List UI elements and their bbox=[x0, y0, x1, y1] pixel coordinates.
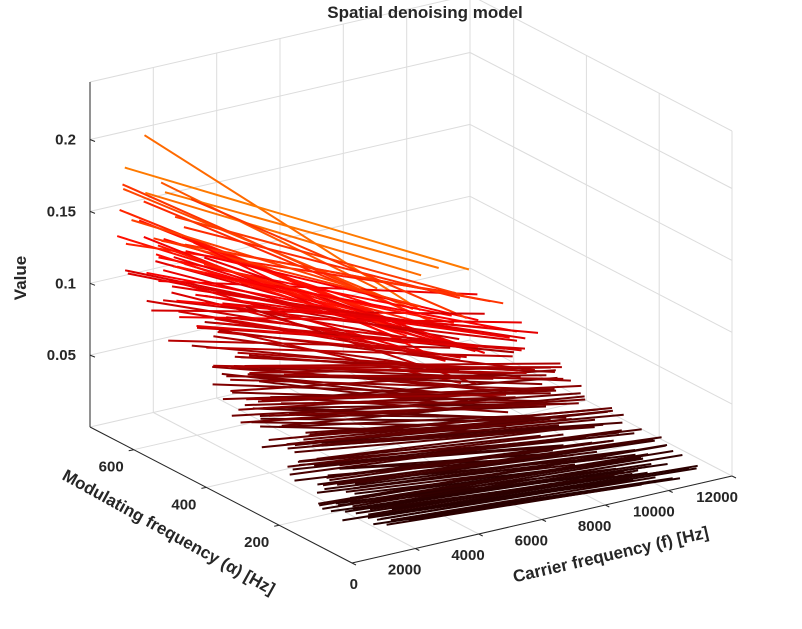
y-tick bbox=[274, 524, 280, 527]
data-line bbox=[244, 362, 561, 367]
y-axis-label: Modulating frequency (α) [Hz] bbox=[59, 466, 278, 599]
axes: 0 2000 4000 6000 8000 10000 12000 200 400 600 0.05… bbox=[47, 82, 738, 593]
x-tick bbox=[351, 562, 357, 566]
data-line bbox=[339, 428, 642, 467]
data-line bbox=[322, 456, 642, 510]
z-tick bbox=[89, 139, 96, 142]
data-line bbox=[316, 424, 593, 460]
data-line bbox=[138, 219, 402, 327]
x-tick bbox=[478, 533, 483, 537]
data-line bbox=[359, 438, 654, 484]
data-line bbox=[314, 418, 572, 443]
x-tick bbox=[541, 519, 547, 522]
y-tick bbox=[201, 486, 207, 489]
grid-line bbox=[469, 123, 733, 261]
data-line bbox=[222, 302, 539, 334]
data-line bbox=[238, 388, 554, 411]
data-line bbox=[280, 401, 539, 405]
data-line bbox=[319, 444, 666, 507]
data-line bbox=[226, 316, 522, 352]
data-line bbox=[145, 191, 422, 277]
data-line bbox=[294, 426, 578, 454]
data-line bbox=[352, 463, 668, 510]
data-line bbox=[345, 463, 576, 493]
y-tick-label: 200 bbox=[244, 534, 269, 551]
data-line bbox=[287, 433, 564, 468]
data-line bbox=[206, 346, 513, 358]
data-line bbox=[380, 467, 697, 520]
grid-line bbox=[89, 123, 471, 212]
data-line bbox=[190, 198, 468, 320]
grid-line bbox=[469, 52, 733, 189]
data-line bbox=[124, 166, 470, 271]
x-tick bbox=[731, 475, 737, 479]
y-tick-label: 400 bbox=[171, 496, 196, 513]
x-tick bbox=[605, 504, 610, 508]
data-line bbox=[216, 291, 526, 340]
data-line bbox=[329, 439, 614, 482]
data-line bbox=[391, 471, 648, 511]
z-tick bbox=[89, 282, 96, 286]
data-line bbox=[174, 215, 464, 297]
data-line bbox=[390, 476, 656, 522]
grid-line bbox=[469, 195, 733, 333]
data-line bbox=[352, 457, 643, 508]
data-line bbox=[312, 418, 596, 447]
data-line bbox=[157, 244, 424, 340]
x-tick-label: 4000 bbox=[451, 547, 484, 564]
data-line bbox=[376, 450, 674, 500]
data-line bbox=[230, 369, 556, 392]
x-tick-label: 8000 bbox=[578, 518, 611, 535]
z-axis-label: Value bbox=[11, 256, 30, 300]
x-tick-label: 0 bbox=[350, 576, 358, 593]
data-line bbox=[283, 398, 586, 421]
x-tick-label: 10000 bbox=[633, 504, 675, 521]
data-line bbox=[281, 395, 585, 427]
data-line bbox=[386, 482, 646, 526]
data-line bbox=[161, 239, 504, 305]
data-line bbox=[196, 325, 478, 348]
z-tick-label: 0.1 bbox=[55, 275, 76, 292]
z-tick-label: 0.05 bbox=[47, 347, 76, 364]
x-tick-label: 2000 bbox=[388, 562, 421, 579]
data-line bbox=[283, 373, 564, 380]
data-line bbox=[203, 256, 486, 354]
grid-line bbox=[89, 0, 451, 83]
x-tick bbox=[415, 548, 420, 551]
data-line bbox=[168, 339, 451, 349]
data-line bbox=[230, 378, 554, 391]
y-tick-label: 600 bbox=[99, 459, 124, 476]
chart-title: Spatial denoising model bbox=[327, 3, 523, 22]
z-tick-label: 0.15 bbox=[47, 203, 76, 220]
data-line bbox=[153, 237, 421, 308]
x-tick-label: 12000 bbox=[696, 489, 738, 506]
z-tick bbox=[89, 354, 96, 358]
z-tick bbox=[89, 210, 96, 214]
x-tick bbox=[668, 490, 673, 493]
x-tick-label: 6000 bbox=[515, 533, 548, 550]
grid-line bbox=[478, 0, 733, 132]
data-line bbox=[369, 454, 683, 507]
data-line bbox=[164, 191, 439, 269]
z-tick-label: 0.2 bbox=[55, 132, 76, 149]
data-line bbox=[268, 407, 613, 441]
y-tick bbox=[128, 449, 134, 452]
data-line bbox=[287, 397, 509, 414]
grid-line bbox=[89, 52, 471, 140]
data-lines bbox=[116, 134, 698, 526]
